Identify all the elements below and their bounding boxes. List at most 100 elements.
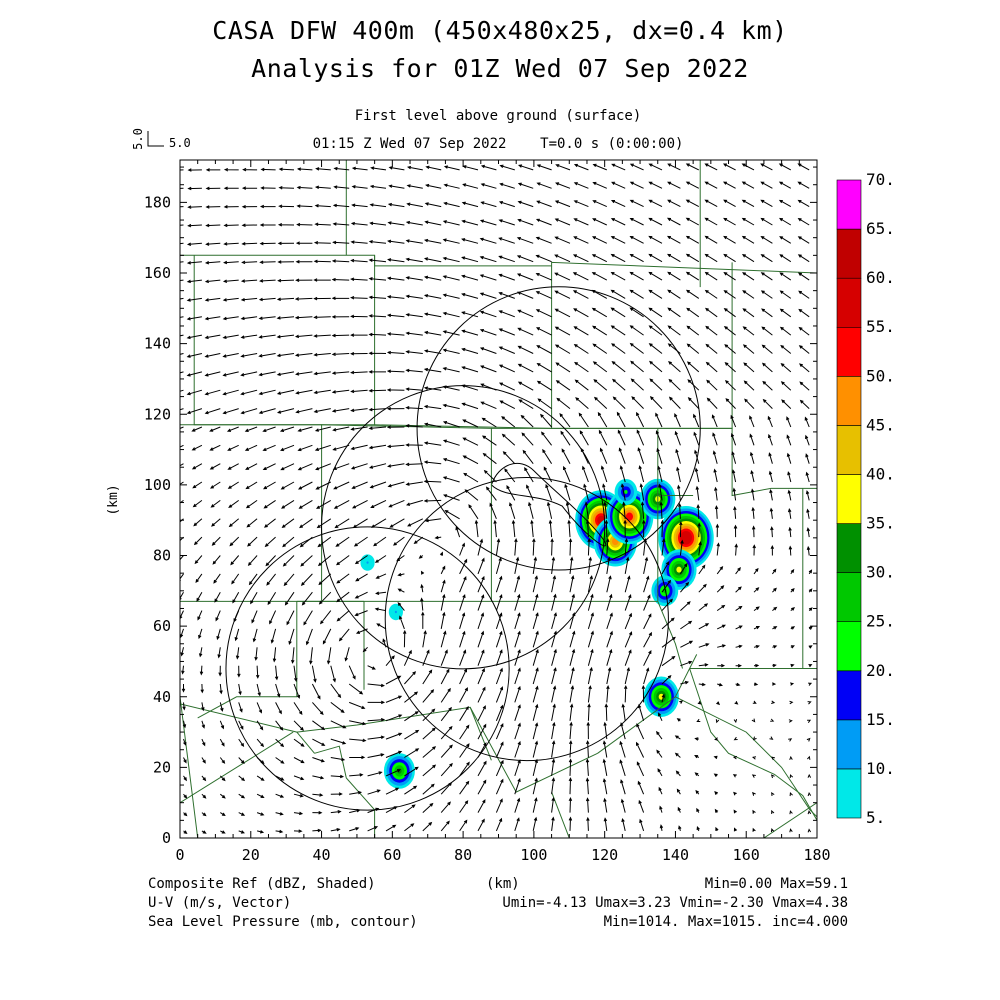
wind-vector xyxy=(807,719,812,723)
wind-vector xyxy=(459,594,466,611)
wind-vector xyxy=(675,770,681,777)
wind-vector xyxy=(413,536,424,545)
wind-vector xyxy=(495,759,504,777)
wind-vector xyxy=(713,468,718,483)
wind-vector xyxy=(404,671,417,685)
wind-vector xyxy=(350,389,368,394)
wind-vector xyxy=(385,655,395,667)
wind-vector xyxy=(312,720,326,731)
colorbar-label: 40. xyxy=(866,465,895,484)
wind-vector xyxy=(536,182,552,189)
wind-vector xyxy=(610,253,626,263)
wind-vector xyxy=(215,610,221,622)
colorbar-swatch xyxy=(836,768,862,819)
wind-vector xyxy=(610,307,626,318)
wind-vector xyxy=(713,773,718,777)
wind-vector xyxy=(424,518,442,523)
wind-vector xyxy=(480,164,497,171)
wind-vector xyxy=(648,163,663,171)
wind-vector xyxy=(312,828,322,833)
wind-vector xyxy=(212,555,221,565)
range-ring xyxy=(321,385,606,670)
y-axis-label: (km) xyxy=(106,484,121,515)
wind-vector xyxy=(713,755,718,760)
wind-vector xyxy=(798,308,810,318)
wind-vector xyxy=(610,289,626,299)
wind-vector xyxy=(772,682,777,686)
wind-vector xyxy=(569,685,575,703)
wind-vector xyxy=(422,746,437,758)
wind-vector xyxy=(585,797,590,813)
reflectivity-cell xyxy=(360,554,375,571)
wind-vector xyxy=(247,555,258,566)
wind-vector xyxy=(228,518,240,528)
wind-vector xyxy=(532,722,539,740)
wind-vector xyxy=(499,182,515,189)
wind-vector xyxy=(704,199,718,208)
wind-vector xyxy=(480,183,497,189)
wind-vector xyxy=(760,217,773,226)
wind-vector xyxy=(272,647,277,663)
wind-vector xyxy=(442,238,460,244)
wind-vector xyxy=(301,591,313,606)
wind-vector xyxy=(677,484,681,501)
wind-vector xyxy=(587,630,594,648)
wind-vector xyxy=(760,254,773,263)
wind-vector xyxy=(648,235,663,244)
wind-vector xyxy=(281,499,295,509)
wind-vector xyxy=(303,610,313,626)
wind-vector xyxy=(403,649,412,666)
wind-vector xyxy=(735,625,743,630)
wind-vector xyxy=(367,735,385,740)
wind-vector xyxy=(575,397,589,409)
wind-vector xyxy=(350,444,368,451)
wind-vector xyxy=(749,415,755,428)
wind-vector xyxy=(680,620,693,630)
wind-vector xyxy=(350,370,368,375)
wind-vector xyxy=(586,721,590,740)
wind-vector xyxy=(567,519,571,538)
wind-vector xyxy=(350,426,368,431)
wind-vector xyxy=(536,327,552,336)
wind-vector xyxy=(731,451,737,464)
colorbar-label: 10. xyxy=(866,759,895,778)
wind-vector xyxy=(686,325,700,336)
wind-vector xyxy=(698,541,702,556)
wind-vector xyxy=(526,484,534,501)
wind-vector xyxy=(275,757,285,764)
y-tick-label: 180 xyxy=(144,193,171,211)
wind-vector xyxy=(386,332,405,336)
wind-vector xyxy=(545,483,553,501)
wind-vector xyxy=(443,183,460,189)
wind-vector xyxy=(201,720,205,729)
wind-vector xyxy=(696,807,700,813)
wind-vector xyxy=(568,816,573,831)
wind-vector xyxy=(405,406,423,410)
wind-vector xyxy=(180,573,184,581)
wind-vector xyxy=(386,276,405,281)
wind-vector xyxy=(479,310,497,318)
wind-vector xyxy=(516,291,534,299)
wind-vector xyxy=(180,371,184,374)
wind-vector xyxy=(742,308,755,318)
wind-vector xyxy=(278,186,295,190)
wind-vector xyxy=(194,555,203,565)
y-tick-label: 40 xyxy=(153,688,171,706)
wind-vector xyxy=(751,525,756,538)
wind-vector xyxy=(752,827,756,832)
wind-vector xyxy=(283,573,295,587)
wind-vector xyxy=(351,481,368,489)
wind-vector xyxy=(422,727,436,740)
county-line xyxy=(180,731,294,804)
wind-vector xyxy=(422,764,437,777)
wind-vector xyxy=(536,345,552,354)
wind-vector xyxy=(551,575,557,593)
wind-vector xyxy=(442,311,460,318)
wind-vector xyxy=(619,740,626,758)
wind-vector xyxy=(209,444,221,451)
wind-vector xyxy=(331,333,350,338)
wind-vector xyxy=(716,585,725,593)
wind-vector xyxy=(260,167,276,172)
wind-vector xyxy=(294,334,313,339)
wind-vector xyxy=(349,827,360,832)
